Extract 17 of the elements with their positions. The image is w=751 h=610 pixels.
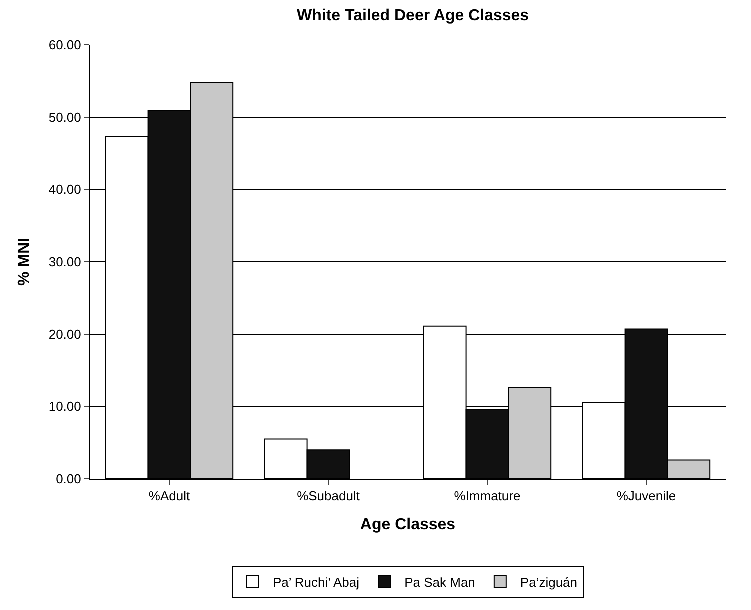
x-tick-label: %Immature [454,488,521,504]
y-tick-label: 20.00 [48,326,82,342]
x-tick-label: %Adult [148,488,190,504]
y-tick-label: 0.00 [56,472,82,487]
y-tick-label: 30.00 [48,254,82,270]
y-axis-title: % MNI [16,238,33,286]
x-axis-title: Age Classes [360,516,456,534]
x-tick-label: %Juvenile [616,488,676,504]
x-tick-label: %Subadult [297,488,360,504]
y-tick-label: 60.00 [48,38,82,53]
y-tick-label: 10.00 [48,399,82,414]
legend-label: Pa Sak Man [404,574,476,590]
legend-label: Pa’ziguán [520,574,578,590]
chart-title: White Tailed Deer Age Classes [297,7,530,24]
y-tick-label: 50.00 [48,110,82,125]
y-tick-label: 40.00 [48,182,82,198]
legend-label: Pa’ Ruchi’ Abaj [273,574,360,590]
